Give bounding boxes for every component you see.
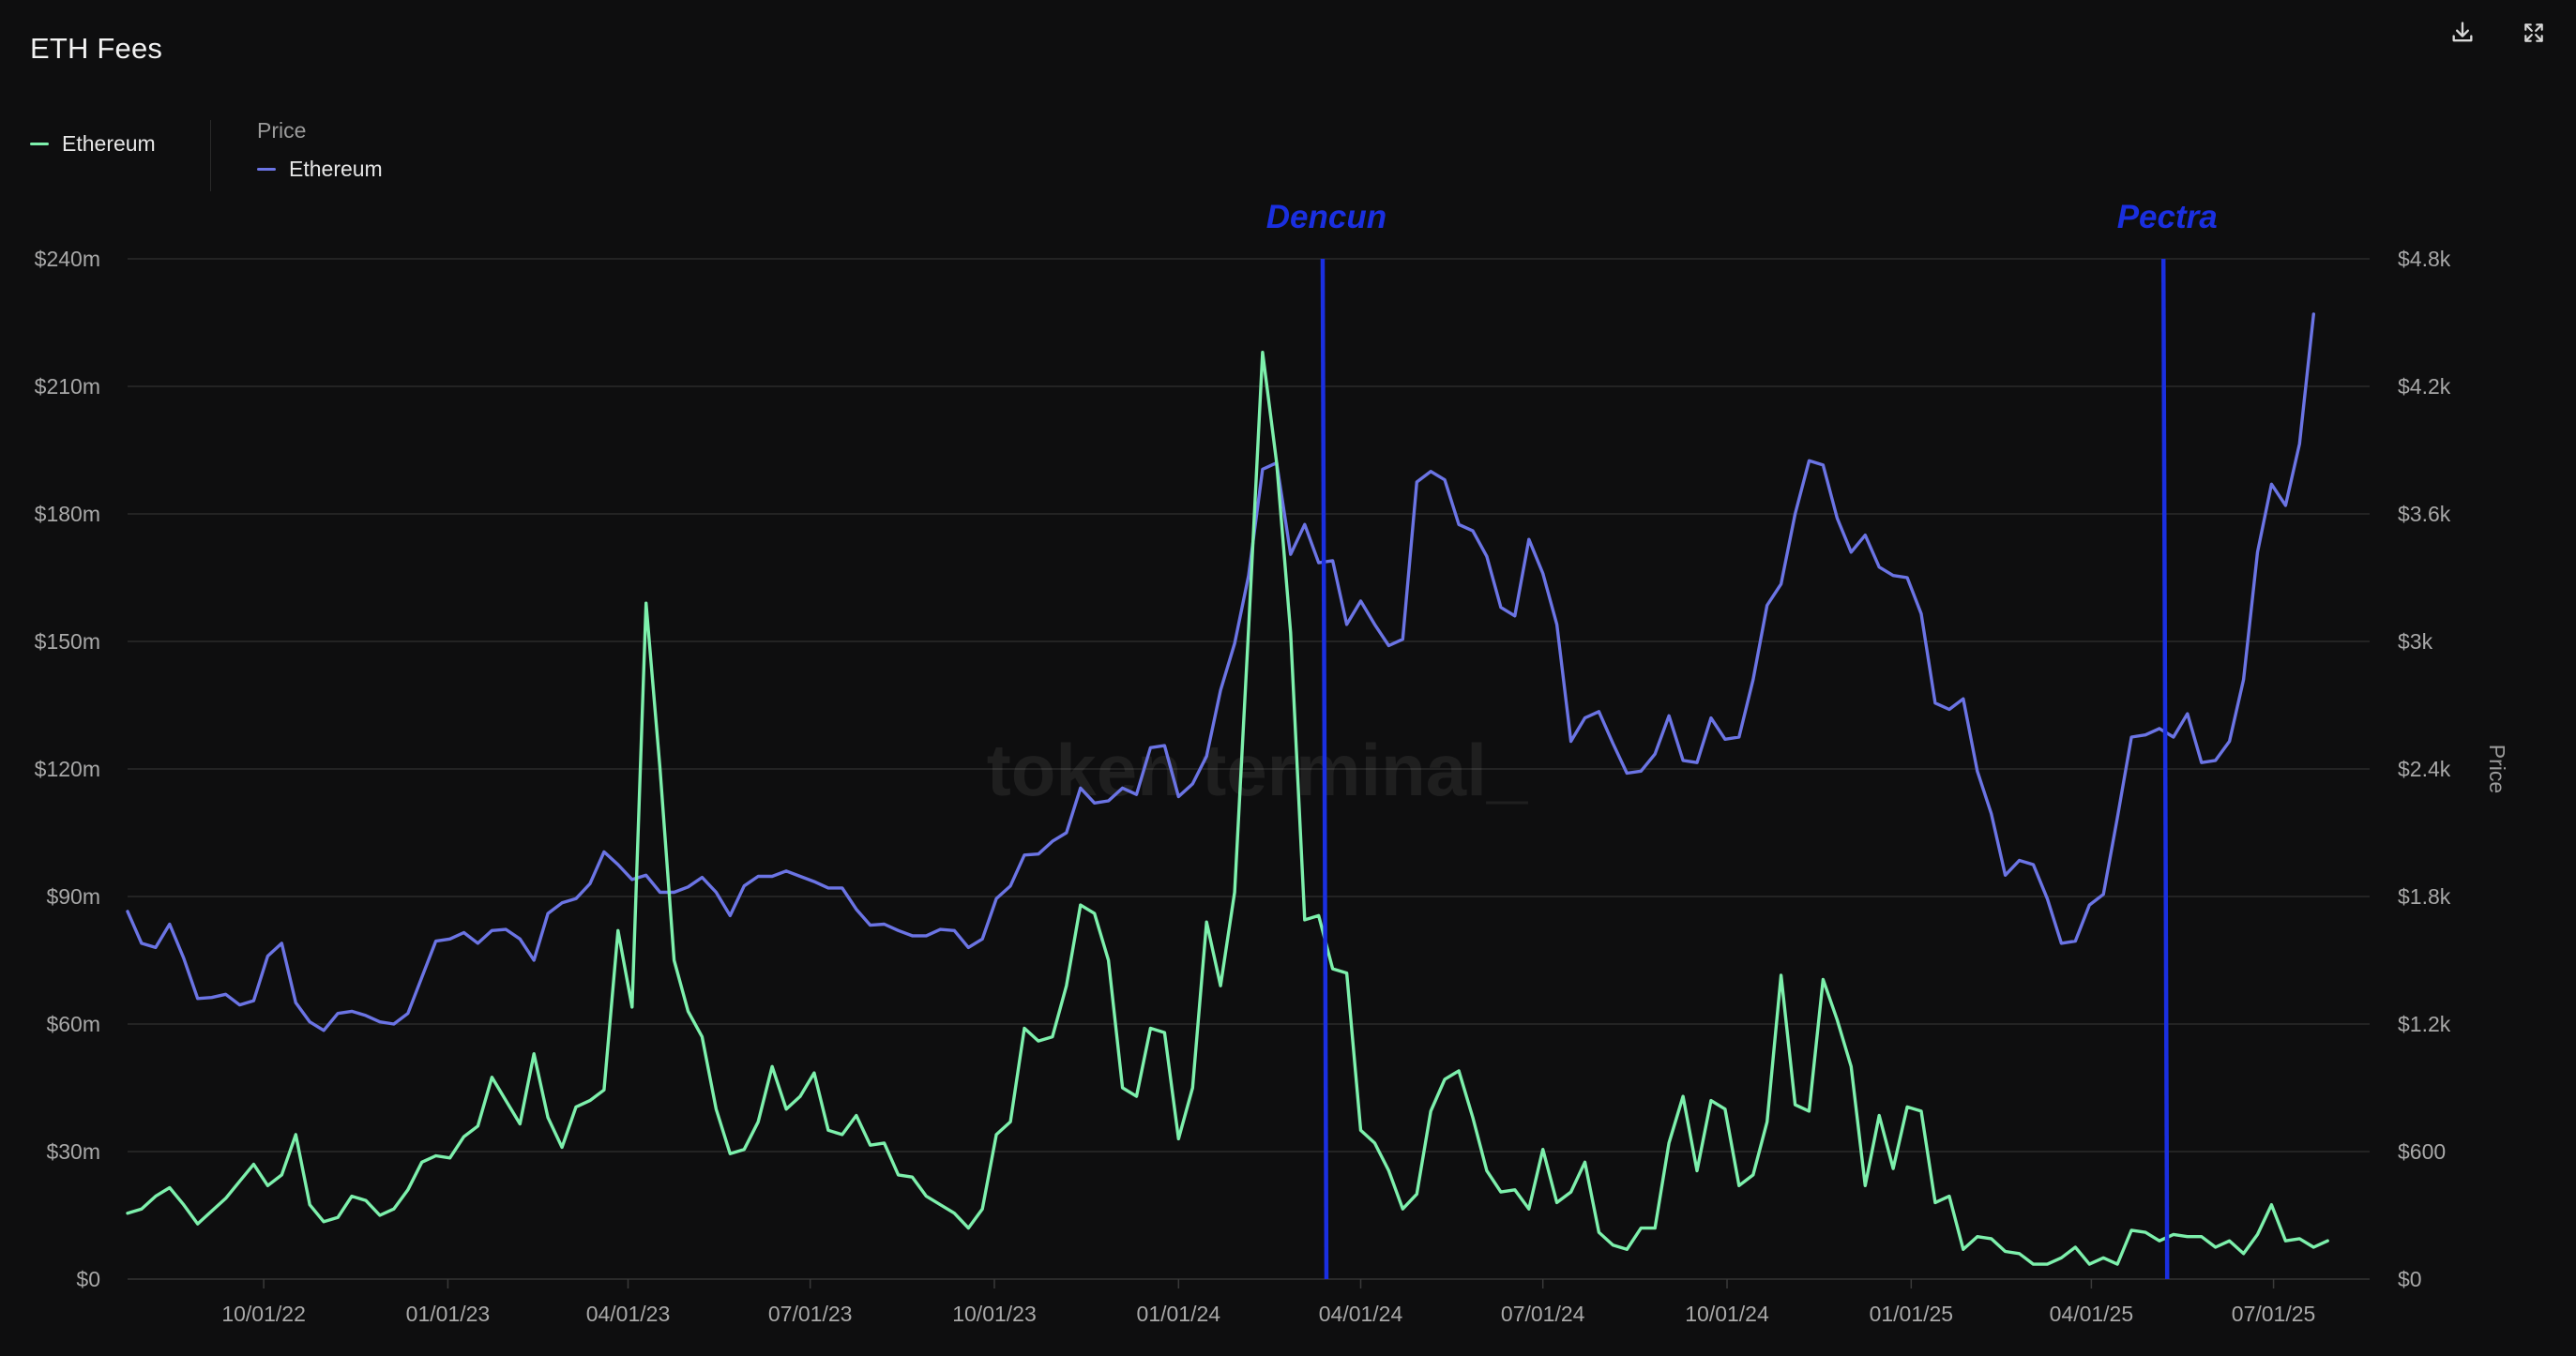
left-tick-label: $0: [76, 1267, 100, 1291]
x-tick-label: 07/01/25: [2232, 1302, 2316, 1326]
expand-icon: [2524, 23, 2543, 42]
x-tick-label: 01/01/24: [1137, 1302, 1221, 1326]
right-axis-label: Price: [2485, 745, 2509, 793]
legend-group-price: Price Ethereum: [257, 118, 383, 182]
left-tick-label: $60m: [46, 1012, 100, 1036]
right-tick-label: $1.2k: [2398, 1012, 2451, 1036]
x-tick-label: 10/01/23: [952, 1302, 1037, 1326]
right-tick-label: $3.6k: [2398, 502, 2451, 526]
x-axis-ticks: 10/01/22 01/01/23 04/01/23 07/01/23 10/01/23…: [221, 1279, 2315, 1326]
legend-label-price: Ethereum: [289, 157, 383, 181]
x-tick-label: 01/01/25: [1870, 1302, 1954, 1326]
left-tick-label: $30m: [46, 1139, 100, 1164]
watermark: token terminal_: [987, 729, 1529, 811]
series-lines: [126, 312, 2329, 1266]
right-tick-label: $2.4k: [2398, 757, 2451, 781]
left-tick-label: $180m: [35, 502, 100, 526]
x-tick-label: 01/01/23: [406, 1302, 491, 1326]
legend-group-label: Price: [257, 118, 307, 143]
chart-title: ETH Fees: [30, 32, 163, 65]
pectra-annotation-label: Pectra: [2117, 199, 2218, 235]
right-axis-ticks: $0 $600 $1.2k $1.8k $2.4k $3k $3.6k $4.2k $4.8k: [2398, 247, 2451, 1291]
left-tick-label: $150m: [35, 629, 100, 654]
fees-series-line: [126, 351, 2329, 1266]
legend-label-fees: Ethereum: [62, 131, 156, 156]
right-tick-label: $4.2k: [2398, 374, 2451, 399]
x-tick-label: 04/01/24: [1319, 1302, 1403, 1326]
dencun-annotation-label: Dencun: [1266, 199, 1386, 235]
chart-toolbar: [2447, 17, 2550, 49]
right-tick-label: $1.8k: [2398, 884, 2451, 909]
fullscreen-button[interactable]: [2518, 17, 2550, 49]
price-series-line: [126, 312, 2316, 1032]
left-tick-label: $240m: [35, 247, 100, 271]
download-button[interactable]: [2447, 17, 2478, 49]
left-tick-label: $210m: [35, 374, 100, 399]
legend-item-price[interactable]: Ethereum: [257, 157, 383, 182]
x-tick-label: 04/01/23: [586, 1302, 671, 1326]
legend-item-fees[interactable]: Ethereum: [30, 131, 199, 157]
legend-swatch-fees: [30, 143, 49, 145]
legend-swatch-price: [257, 168, 276, 171]
right-tick-label: $600: [2398, 1139, 2446, 1164]
right-tick-label: $0: [2398, 1267, 2422, 1291]
left-tick-label: $120m: [35, 757, 100, 781]
left-axis-ticks: $0 $30m $60m $90m $120m $150m $180m $210m $240m: [35, 247, 100, 1291]
x-tick-label: 07/01/24: [1501, 1302, 1585, 1326]
download-icon: [2452, 22, 2473, 42]
x-tick-label: 10/01/22: [221, 1302, 306, 1326]
right-tick-label: $4.8k: [2398, 247, 2451, 271]
dencun-annotation-line: [1320, 258, 1329, 1280]
x-tick-label: 07/01/23: [768, 1302, 853, 1326]
x-tick-label: 10/01/24: [1685, 1302, 1769, 1326]
left-tick-label: $90m: [46, 884, 100, 909]
x-tick-label: 04/01/25: [2050, 1302, 2134, 1326]
right-tick-label: $3k: [2398, 629, 2433, 654]
legend-divider: [210, 120, 211, 191]
pectra-annotation-line: [2160, 258, 2170, 1280]
annotations: Dencun Pectra: [1266, 199, 2218, 1280]
